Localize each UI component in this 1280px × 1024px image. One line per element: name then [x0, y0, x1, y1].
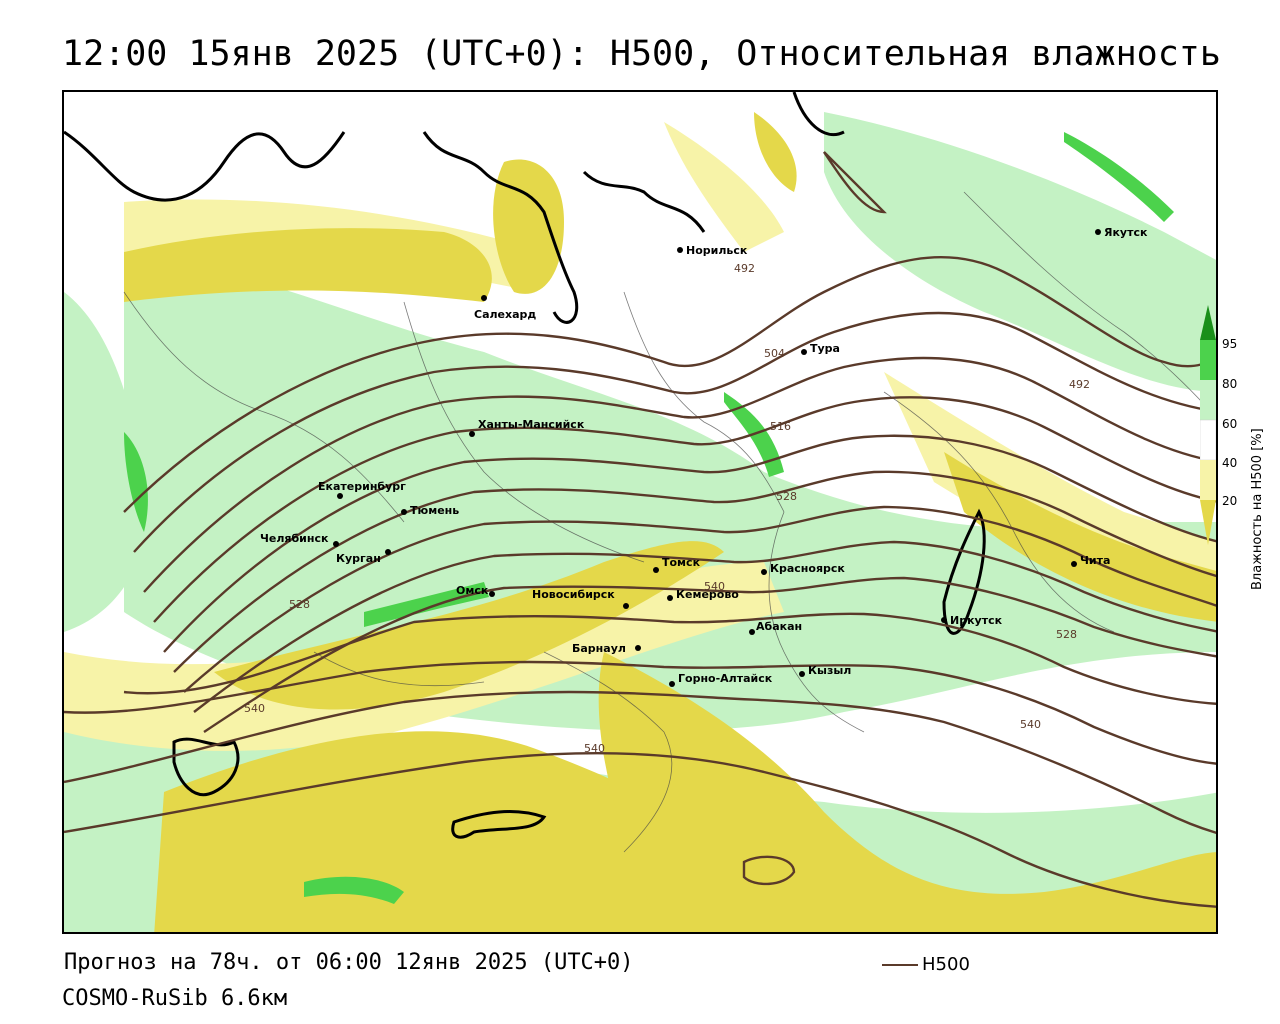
city-norilsk: Норильск: [677, 244, 748, 257]
model-name: COSMO-RuSib 6.6км: [62, 986, 288, 1011]
colorbar-20-cap: [1200, 500, 1216, 545]
h500-legend-label: H500: [922, 954, 970, 975]
h500-legend-line: [882, 964, 918, 966]
svg-text:Тюмень: Тюмень: [410, 504, 459, 517]
svg-text:Кызыл: Кызыл: [808, 664, 851, 677]
svg-text:528: 528: [776, 490, 797, 503]
city-chita: Чита: [1071, 554, 1110, 567]
city-tomsk: Томск: [653, 556, 701, 573]
colorbar-tick-40: 40: [1222, 456, 1238, 470]
city-barnaul: Барнаул: [572, 642, 641, 655]
coastline: [64, 92, 986, 839]
svg-text:492: 492: [1069, 378, 1090, 391]
city-tura: Тура: [801, 342, 840, 355]
svg-text:Барнаул: Барнаул: [572, 642, 626, 655]
h500-contours: [64, 151, 1216, 908]
svg-text:Тура: Тура: [810, 342, 840, 355]
svg-text:Челябинск: Челябинск: [260, 532, 329, 545]
svg-text:Норильск: Норильск: [686, 244, 748, 257]
svg-text:528: 528: [289, 598, 310, 611]
city-chelyabinsk: Челябинск: [260, 532, 339, 547]
svg-text:Ханты-Мансийск: Ханты-Мансийск: [478, 418, 585, 431]
city-salekhard: Салехард: [474, 295, 536, 321]
svg-text:Горно-Алтайск: Горно-Алтайск: [678, 672, 773, 685]
city-kemerovo: Кемерово: [667, 588, 739, 601]
svg-text:492: 492: [734, 262, 755, 275]
city-kurgan: Курган: [336, 549, 391, 565]
humidity-colorbar: [1200, 305, 1216, 545]
map-canvas: 492 492 504 516 528 528 528 540 540 540 …: [64, 92, 1216, 932]
city-abakan: Абакан: [749, 620, 802, 635]
city-khanty-mansiysk: Ханты-Мансийск: [469, 418, 585, 437]
svg-text:Абакан: Абакан: [756, 620, 802, 633]
forecast-info: Прогноз на 78ч. от 06:00 12янв 2025 (UTC…: [64, 950, 634, 975]
svg-text:540: 540: [704, 580, 725, 593]
map-title: 12:00 15янв 2025 (UTC+0): H500, Относите…: [62, 34, 1221, 74]
svg-text:516: 516: [770, 420, 791, 433]
colorbar-95-cap: [1200, 305, 1216, 340]
svg-text:504: 504: [764, 347, 785, 360]
svg-text:Омск: Омск: [456, 584, 489, 597]
city-omsk: Омск: [456, 584, 495, 597]
svg-text:Салехард: Салехард: [474, 308, 536, 321]
contour-labels: 492 492 504 516 528 528 528 540 540 540 …: [244, 262, 1090, 755]
city-markers: Норильск Якутск Салехард Тура Ханты-Манс…: [260, 226, 1148, 687]
weather-map: 492 492 504 516 528 528 528 540 540 540 …: [62, 90, 1218, 934]
colorbar-tick-80: 80: [1222, 377, 1238, 391]
svg-text:Екатеринбург: Екатеринбург: [318, 480, 406, 493]
city-krasnoyarsk: Красноярск: [761, 562, 845, 575]
svg-text:528: 528: [1056, 628, 1077, 641]
svg-text:Иркутск: Иркутск: [950, 614, 1003, 627]
region-borders: [123, 191, 1216, 853]
svg-text:Кемерово: Кемерово: [676, 588, 739, 601]
humidity-field: [64, 92, 1216, 932]
svg-text:540: 540: [244, 702, 265, 715]
city-kyzyl: Кызыл: [799, 664, 851, 677]
colorbar-tick-95: 95: [1222, 337, 1238, 351]
svg-text:Новосибирск: Новосибирск: [532, 588, 615, 601]
colorbar-tick-20: 20: [1222, 494, 1238, 508]
colorbar-title: Влажность на H500 [%]: [1250, 428, 1265, 590]
svg-text:540: 540: [584, 742, 605, 755]
svg-text:Красноярск: Красноярск: [770, 562, 845, 575]
svg-text:Томск: Томск: [662, 556, 701, 569]
city-novosibirsk: Новосибирск: [532, 588, 629, 609]
city-yakutsk: Якутск: [1095, 226, 1148, 239]
city-irkutsk: Иркутск: [941, 614, 1003, 627]
colorbar-tick-60: 60: [1222, 417, 1238, 431]
city-tyumen: Тюмень: [401, 504, 459, 517]
svg-text:Чита: Чита: [1080, 554, 1110, 567]
city-yekaterinburg: Екатеринбург: [318, 480, 406, 499]
svg-text:540: 540: [1020, 718, 1041, 731]
svg-text:Курган: Курган: [336, 552, 381, 565]
svg-text:Якутск: Якутск: [1104, 226, 1148, 239]
city-gorno-altaysk: Горно-Алтайск: [669, 672, 773, 687]
